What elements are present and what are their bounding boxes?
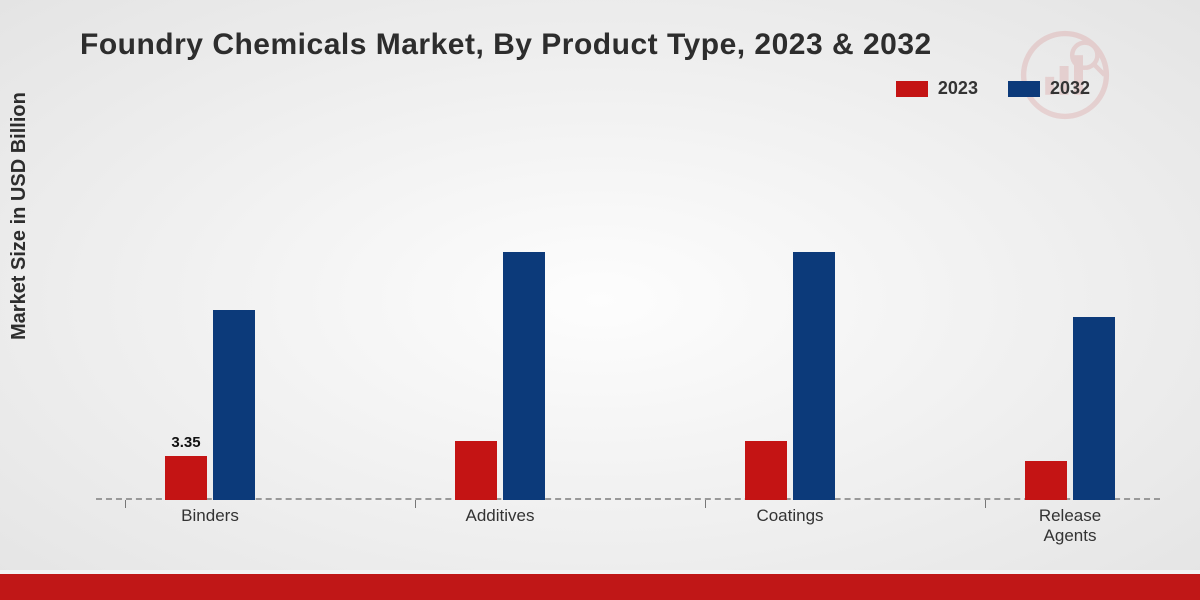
legend-item-2032: 2032 — [1008, 78, 1090, 99]
x-tick-label: Coatings — [756, 506, 823, 526]
legend: 2023 2032 — [896, 78, 1090, 99]
legend-label-2023: 2023 — [938, 78, 978, 99]
plot-area: 3.35 — [80, 160, 1160, 500]
x-tick-label: Binders — [181, 506, 239, 526]
x-tick-label: ReleaseAgents — [1039, 506, 1101, 546]
bar — [1073, 317, 1115, 500]
bar — [455, 441, 497, 500]
bar: 3.35 — [165, 456, 207, 500]
bar — [503, 252, 545, 500]
x-tick-label: Additives — [466, 506, 535, 526]
legend-item-2023: 2023 — [896, 78, 978, 99]
legend-swatch-2032 — [1008, 81, 1040, 97]
chart-container: Foundry Chemicals Market, By Product Typ… — [0, 0, 1200, 600]
x-axis-labels: Binders Additives Coatings ReleaseAgents — [80, 500, 1160, 560]
bar — [213, 310, 255, 500]
bar-group — [1025, 317, 1115, 500]
bar — [793, 252, 835, 500]
bar-value-label: 3.35 — [171, 434, 200, 451]
chart-title: Foundry Chemicals Market, By Product Typ… — [80, 28, 932, 62]
legend-swatch-2023 — [896, 81, 928, 97]
legend-label-2032: 2032 — [1050, 78, 1090, 99]
bar-group — [745, 252, 835, 500]
bar-group: 3.35 — [165, 310, 255, 500]
footer-bar — [0, 570, 1200, 600]
watermark-logo-icon — [1020, 30, 1110, 120]
bar — [745, 441, 787, 500]
bar — [1025, 461, 1067, 500]
bar-group — [455, 252, 545, 500]
y-axis-label: Market Size in USD Billion — [8, 92, 31, 340]
